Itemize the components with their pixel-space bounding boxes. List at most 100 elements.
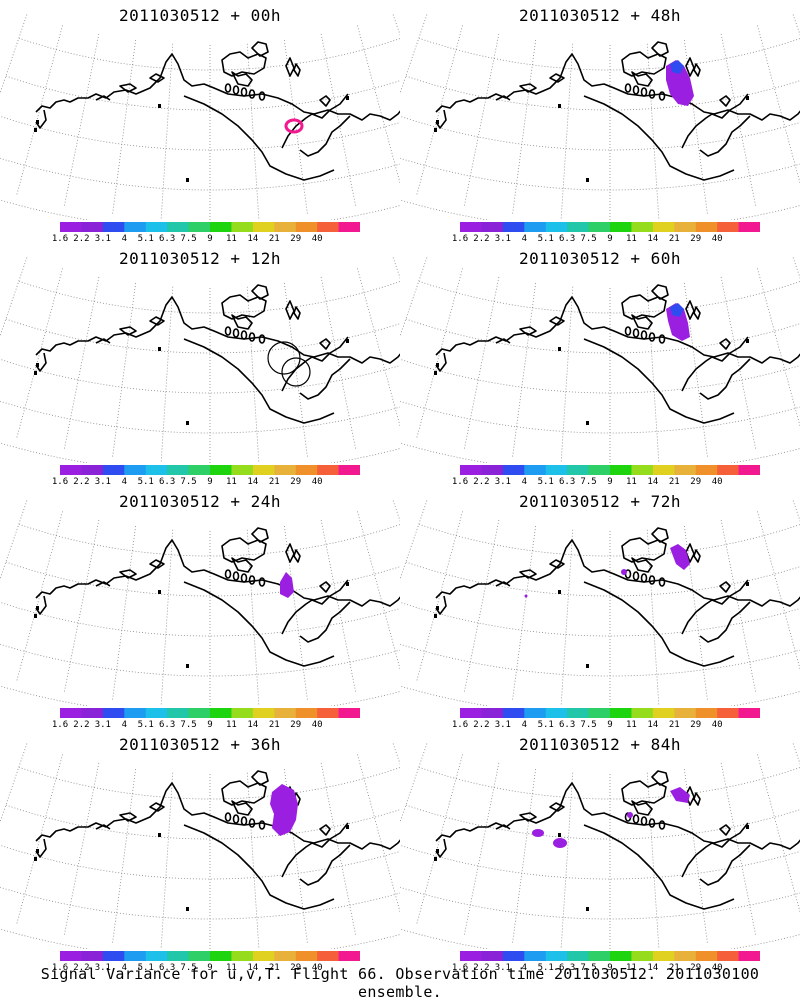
colorbar-tick-label: 2.2 [473,477,490,487]
colorbar-tick-label: 5.1 [537,720,554,730]
colorbar-tick-label: 11 [226,477,237,487]
colorbar-swatch [610,708,632,718]
colorbar-swatch [631,222,654,232]
colorbar-swatch [695,708,718,718]
colorbar-tick-label: 5.1 [137,720,154,730]
colorbar-tick-label: 2.2 [73,963,90,973]
colorbar-tick-label: 3.1 [94,234,111,244]
map-coastline [35,41,400,181]
colorbar-tick-label: 5.1 [137,234,154,244]
colorbar-swatch [717,465,740,475]
colorbar-swatch [145,222,168,232]
colorbar-swatch [588,222,611,232]
colorbar-swatch [610,465,632,475]
colorbar-tick-label: 2.2 [73,477,90,487]
colorbar-swatch [338,951,360,961]
colorbar-tick-label: 29 [690,234,702,244]
colorbar-tick-label: 7.5 [180,963,197,973]
map-small-islands [434,339,749,425]
polar-map [400,257,800,463]
colorbar-swatch [460,951,482,961]
colorbar-swatch [188,951,211,961]
colorbar-swatch [145,465,168,475]
colorbar-tick-label: 29 [290,720,302,730]
colorbar-labels: 1.6 2.2 3.1 4 5.1 6.3 7.5 9 11 14 21 29 40 [452,963,760,975]
colorbar-tick-label: 5.1 [537,963,554,973]
colorbar [460,708,760,718]
map-coastline [435,770,800,910]
colorbar-swatch [481,465,504,475]
colorbar-swatch [60,222,82,232]
colorbar-labels: 1.6 2.2 3.1 4 5.1 6.3 7.5 9 11 14 21 29 40 [452,720,760,732]
panel-title: 2011030512 + 00h [118,6,282,25]
colorbar-swatch [81,465,104,475]
map-small-islands [434,96,749,182]
map-coastline [435,527,800,667]
polar-map [400,14,800,220]
colorbar-swatch [631,951,654,961]
colorbar-tick-label: 1.6 [51,234,69,244]
colorbar-swatch [81,951,104,961]
colorbar-swatch [188,708,211,718]
colorbar-swatch [652,951,675,961]
colorbar-swatch [738,465,760,475]
colorbar-swatch [102,222,125,232]
colorbar-swatch [524,708,547,718]
forecast-panel: 2011030512 + 72h 1.6 2.2 3.1 4 5.1 6.3 7.5 9 11 14… [400,486,800,736]
map-coastline [435,284,800,424]
colorbar-tick-label: 6.3 [559,720,576,730]
colorbar-swatch [167,222,190,232]
colorbar-tick-label: 3.1 [494,477,511,487]
colorbar-swatch [102,465,125,475]
colorbar-tick-label: 7.5 [180,477,197,487]
colorbar-swatch [231,222,254,232]
colorbar-tick-label: 4 [121,720,127,730]
colorbar-swatch [274,465,297,475]
colorbar-tick-label: 4 [521,234,527,244]
colorbar-tick-label: 5.1 [137,477,154,487]
colorbar-tick-label: 29 [690,963,702,973]
colorbar-tick-label: 21 [268,720,280,730]
panel-title: 2011030512 + 72h [518,492,682,511]
map-small-islands [34,582,349,668]
colorbar-swatch [524,222,547,232]
colorbar-swatch [252,222,275,232]
colorbar-swatch [295,951,318,961]
colorbar-swatch [102,951,125,961]
panel-title: 2011030512 + 36h [118,735,282,754]
colorbar-tick-label: 9 [207,234,213,244]
colorbar-swatch [210,951,232,961]
colorbar-tick-label: 2.2 [73,720,90,730]
colorbar-labels: 1.6 2.2 3.1 4 5.1 6.3 7.5 9 11 14 21 29 40 [452,234,760,246]
panel-title: 2011030512 + 24h [118,492,282,511]
colorbar-tick-label: 4 [521,720,527,730]
colorbar-tick-label: 4 [121,963,127,973]
colorbar-tick-label: 1.6 [451,234,469,244]
panel-title: 2011030512 + 12h [118,249,282,268]
colorbar [60,951,360,961]
colorbar-tick-label: 6.3 [159,963,176,973]
colorbar [460,465,760,475]
colorbar-tick-label: 4 [121,477,127,487]
map-coastline [35,770,400,910]
colorbar [460,222,760,232]
colorbar-swatch [188,222,211,232]
colorbar-swatch [317,951,340,961]
colorbar-tick-label: 1.6 [51,477,69,487]
colorbar-swatch [60,708,82,718]
map-graticule [400,500,800,706]
colorbar-swatch [210,222,232,232]
colorbar-tick-label: 1.6 [451,963,469,973]
colorbar-swatch [481,951,504,961]
colorbar-tick-label: 14 [647,963,659,973]
colorbar-swatch [338,708,360,718]
colorbar-tick-label: 7.5 [580,234,597,244]
colorbar-tick-label: 40 [311,720,323,730]
colorbar [460,951,760,961]
colorbar-tick-label: 1.6 [451,720,469,730]
colorbar-tick-label: 6.3 [559,234,576,244]
colorbar-swatch [674,708,697,718]
map-graticule [0,743,400,949]
colorbar-swatch [167,465,190,475]
colorbar-swatch [674,951,697,961]
